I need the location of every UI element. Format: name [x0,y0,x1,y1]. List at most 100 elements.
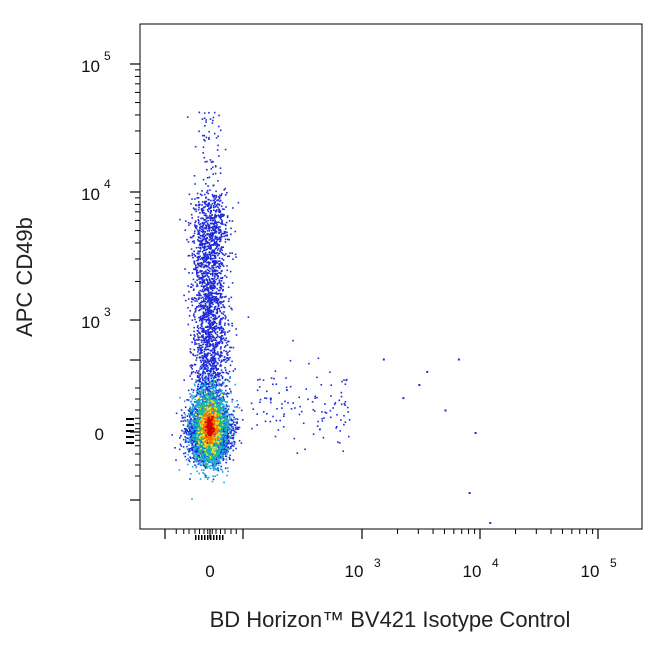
event-point [195,321,198,323]
event-point [191,252,194,255]
event-point [221,438,224,440]
event-point [208,390,211,392]
event-point [236,421,238,423]
event-point [204,255,206,257]
event-point [193,313,195,315]
event-point [226,265,228,267]
event-point [216,262,219,264]
event-point [200,344,203,347]
event-point [200,262,203,264]
event-point [194,268,197,270]
event-point [230,390,232,393]
event-point [211,232,214,234]
event-point [228,392,230,395]
event-point [196,458,198,460]
event-point [218,372,220,375]
event-point [202,306,205,309]
event-point [219,250,221,253]
event-point [210,292,212,295]
event-point [226,255,229,258]
event-point [198,380,201,383]
event-point [209,279,211,282]
event-point [228,298,230,300]
event-point [227,372,230,375]
event-point [197,324,199,327]
event-point [193,326,195,329]
event-point [200,266,203,268]
event-point [209,349,212,352]
event-point [196,259,198,262]
event-point [210,350,213,352]
event-point [219,352,222,354]
event-point [199,250,201,252]
event-point [199,271,201,273]
event-point [207,265,209,268]
event-point [188,460,191,463]
event-point [194,300,196,302]
event-point [194,444,196,447]
event-point [236,422,238,424]
event-point [218,279,221,281]
event-point [204,396,206,398]
event-point [197,291,200,294]
event-point [213,351,216,353]
event-point [206,222,209,224]
event-point [217,206,219,209]
event-point [226,372,228,375]
event-point [225,455,228,458]
event-point [209,391,212,393]
event-point [195,370,198,372]
event-point [189,364,192,367]
event-point [225,339,227,342]
event-point [190,440,193,443]
event-point [220,280,223,282]
event-point [188,414,191,417]
event-point [198,236,200,239]
event-point [225,253,227,255]
event-point [211,292,214,295]
event-point [205,297,207,299]
event-point [225,221,228,224]
event-point [227,446,230,448]
event-point [183,432,185,435]
event-point [222,304,224,306]
event-point [221,376,224,378]
event-point [211,321,213,324]
event-point [189,350,192,353]
event-point [199,193,202,196]
event-point [190,283,193,285]
event-point [209,323,212,326]
event-point [203,221,206,224]
event-point [213,201,216,204]
event-point [197,216,200,218]
event-point [212,327,214,329]
event-point [212,238,215,241]
event-point [197,385,199,388]
event-point [203,312,206,315]
event-point [202,261,205,263]
event-point [205,298,208,300]
event-point [210,226,212,229]
event-point [210,222,212,225]
event-point [221,277,223,280]
event-point [198,459,200,462]
event-point [197,222,200,224]
event-point [213,277,215,280]
event-point [234,230,237,233]
event-point [211,251,214,253]
event-point [203,364,206,366]
event-point [187,255,190,257]
event-point [221,264,224,266]
event-point [196,445,198,448]
event-point [197,240,200,242]
event-point [212,287,214,290]
event-point [231,252,233,254]
event-point [225,378,227,381]
event-point [184,431,186,433]
event-point [214,222,216,225]
event-point [211,202,214,205]
event-point [204,245,206,248]
event-point [223,230,226,233]
event-point [179,435,182,437]
event-point [220,346,222,348]
